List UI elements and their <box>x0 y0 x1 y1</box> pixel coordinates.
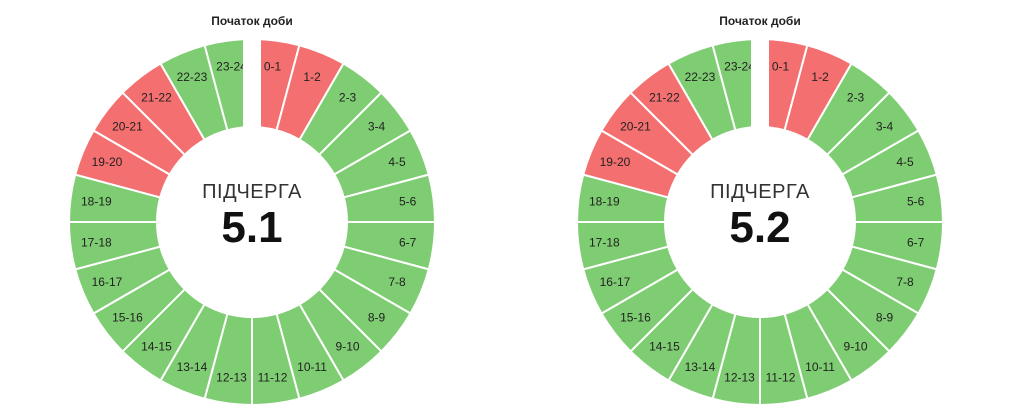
segment-label-12-13: 12-13 <box>724 371 755 385</box>
segment-label-6-7: 6-7 <box>399 235 417 249</box>
segment-label-16-17: 16-17 <box>92 275 123 289</box>
segment-label-2-3: 2-3 <box>339 90 357 104</box>
segment-label-20-21: 20-21 <box>620 119 651 133</box>
segment-label-20-21: 20-21 <box>112 119 143 133</box>
segment-label-17-18: 17-18 <box>81 235 112 249</box>
segment-label-14-15: 14-15 <box>141 340 172 354</box>
segment-label-22-23: 22-23 <box>177 70 208 84</box>
segment-label-23-24: 23-24 <box>216 59 247 73</box>
segment-label-18-19: 18-19 <box>589 195 620 209</box>
segment-label-3-4: 3-4 <box>368 119 386 133</box>
segment-label-10-11: 10-11 <box>297 360 327 374</box>
segment-label-8-9: 8-9 <box>876 311 894 325</box>
segment-label-4-5: 4-5 <box>896 155 914 169</box>
segment-label-23-24: 23-24 <box>724 59 755 73</box>
segment-label-0-1: 0-1 <box>264 59 282 73</box>
segment-label-11-12: 11-12 <box>766 371 796 385</box>
segment-label-6-7: 6-7 <box>907 235 925 249</box>
center-value: 5.1 <box>221 203 283 252</box>
day-start-gap <box>243 35 261 131</box>
segment-label-2-3: 2-3 <box>847 90 865 104</box>
segment-label-21-22: 21-22 <box>141 90 172 104</box>
segment-label-22-23: 22-23 <box>685 70 716 84</box>
outage-chart-5-2: Початок доби 0-1 1-2 2-3 3-4 4-5 5-6 6-7 7-8 8-9… <box>508 0 1008 412</box>
segment-label-7-8: 7-8 <box>388 275 406 289</box>
day-start-label: Початок доби <box>211 14 293 28</box>
segment-label-15-16: 15-16 <box>112 311 143 325</box>
segment-label-13-14: 13-14 <box>177 360 208 374</box>
segment-label-21-22: 21-22 <box>649 90 680 104</box>
segment-label-5-6: 5-6 <box>399 195 417 209</box>
segment-label-19-20: 19-20 <box>600 155 631 169</box>
segment-label-9-10: 9-10 <box>336 340 360 354</box>
segment-label-17-18: 17-18 <box>589 235 620 249</box>
center-value: 5.2 <box>729 203 791 252</box>
segment-label-8-9: 8-9 <box>368 311 386 325</box>
segment-label-18-19: 18-19 <box>81 195 112 209</box>
segment-label-0-1: 0-1 <box>772 59 790 73</box>
segment-label-16-17: 16-17 <box>600 275 631 289</box>
segment-label-5-6: 5-6 <box>907 195 925 209</box>
donut-chart-5-2: 0-1 1-2 2-3 3-4 4-5 5-6 6-7 7-8 8-9 9-10 10-11 11-1… <box>575 35 945 407</box>
center-title: ПІДЧЕРГА <box>202 181 302 203</box>
segment-label-15-16: 15-16 <box>620 311 651 325</box>
segment-label-14-15: 14-15 <box>649 340 680 354</box>
segment-label-10-11: 10-11 <box>805 360 835 374</box>
segment-label-4-5: 4-5 <box>388 155 406 169</box>
day-start-gap <box>751 35 769 131</box>
segment-label-3-4: 3-4 <box>876 119 894 133</box>
segment-label-9-10: 9-10 <box>844 340 868 354</box>
segment-label-12-13: 12-13 <box>216 371 247 385</box>
day-start-label: Початок доби <box>719 14 801 28</box>
segment-label-13-14: 13-14 <box>685 360 716 374</box>
segment-label-1-2: 1-2 <box>811 70 829 84</box>
segment-label-11-12: 11-12 <box>258 371 288 385</box>
outage-chart-5-1: Початок доби 0-1 1-2 2-3 3-4 4-5 5-6 6-7 7-8 8-9… <box>0 0 500 412</box>
segment-label-7-8: 7-8 <box>896 275 914 289</box>
center-title: ПІДЧЕРГА <box>710 181 810 203</box>
segment-label-1-2: 1-2 <box>303 70 321 84</box>
segment-label-19-20: 19-20 <box>92 155 123 169</box>
donut-chart-5-1: 0-1 1-2 2-3 3-4 4-5 5-6 6-7 7-8 8-9 9-10 10-11 11-1… <box>67 35 437 407</box>
